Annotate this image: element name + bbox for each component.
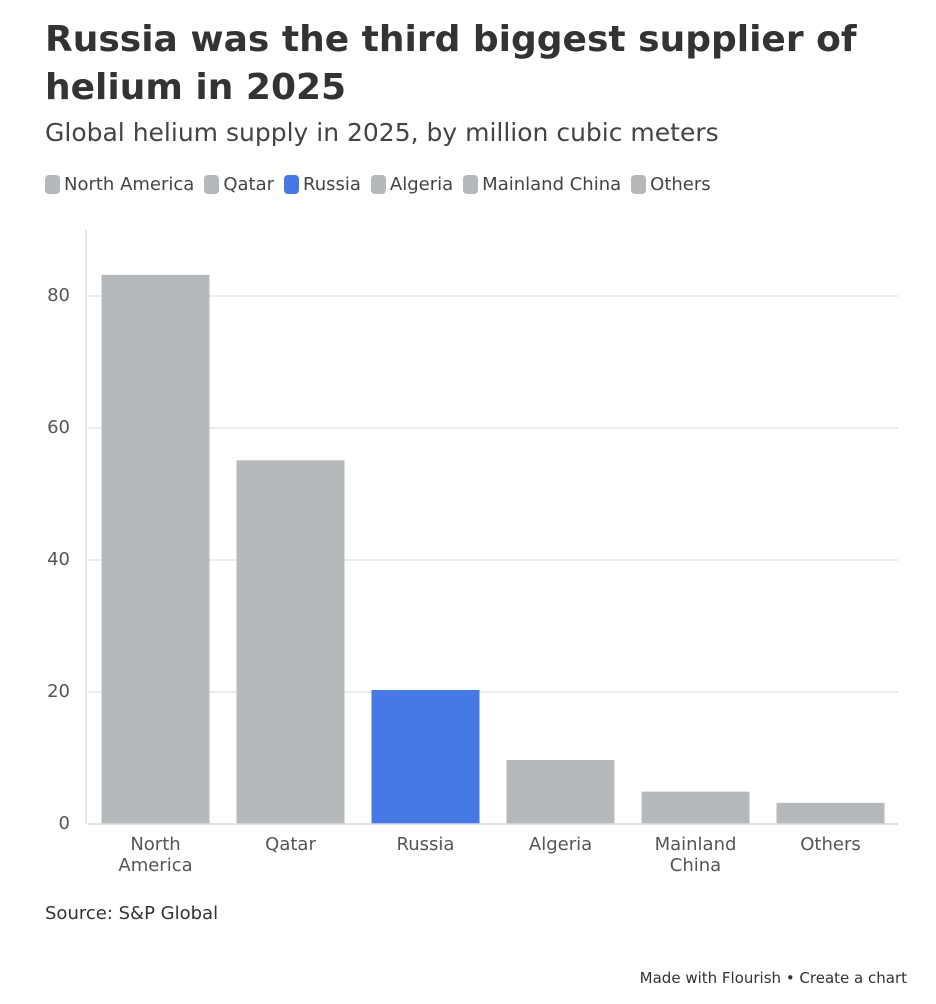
legend-swatch xyxy=(284,175,300,194)
x-tick-label: Mainland China xyxy=(654,834,737,876)
bar xyxy=(236,460,345,824)
legend-label: Russia xyxy=(303,174,361,195)
footer-link[interactable]: Made with Flourish • Create a chart xyxy=(639,969,907,987)
legend: North America Qatar Russia Algeria Mainland … xyxy=(45,174,711,195)
legend-item: Others xyxy=(631,174,711,195)
x-tick-label: Qatar xyxy=(265,834,316,855)
x-tick-label: North America xyxy=(118,834,193,876)
legend-label: North America xyxy=(64,174,195,195)
chart-title: Russia was the third biggest supplier of… xyxy=(45,19,857,108)
x-tick-label: Others xyxy=(800,834,861,855)
y-tick-label: 40 xyxy=(47,549,70,570)
y-tick-label: 20 xyxy=(47,681,70,702)
legend-swatch xyxy=(631,175,647,194)
y-tick-label: 60 xyxy=(47,417,70,438)
x-tick-label: Algeria xyxy=(528,834,593,855)
legend-label: Others xyxy=(650,174,711,195)
legend-item: North America xyxy=(45,174,194,195)
plot: 0 20 40 60 80 xyxy=(47,230,898,834)
bar xyxy=(641,791,750,824)
legend-item: Mainland China xyxy=(463,174,621,195)
source: Source: S&P Global xyxy=(45,903,219,924)
bar xyxy=(776,802,885,824)
y-tick-label: 0 xyxy=(59,813,70,834)
legend-swatch xyxy=(463,175,479,194)
legend-item: Russia xyxy=(284,174,361,195)
x-tick-label: Russia xyxy=(396,834,455,855)
legend-label: Mainland China xyxy=(482,174,622,195)
legend-label: Qatar xyxy=(223,174,275,195)
bar xyxy=(506,759,615,824)
legend-swatch xyxy=(370,175,386,194)
legend-item: Qatar xyxy=(204,174,274,195)
legend-swatch xyxy=(204,175,220,194)
bar xyxy=(101,274,210,824)
y-tick-label: 80 xyxy=(47,285,70,306)
bar xyxy=(371,690,480,824)
legend-swatch xyxy=(45,175,60,194)
legend-label: Algeria xyxy=(389,174,454,195)
legend-item: Algeria xyxy=(370,174,454,195)
chart-subtitle: Global helium supply in 2025, by million… xyxy=(45,118,719,147)
